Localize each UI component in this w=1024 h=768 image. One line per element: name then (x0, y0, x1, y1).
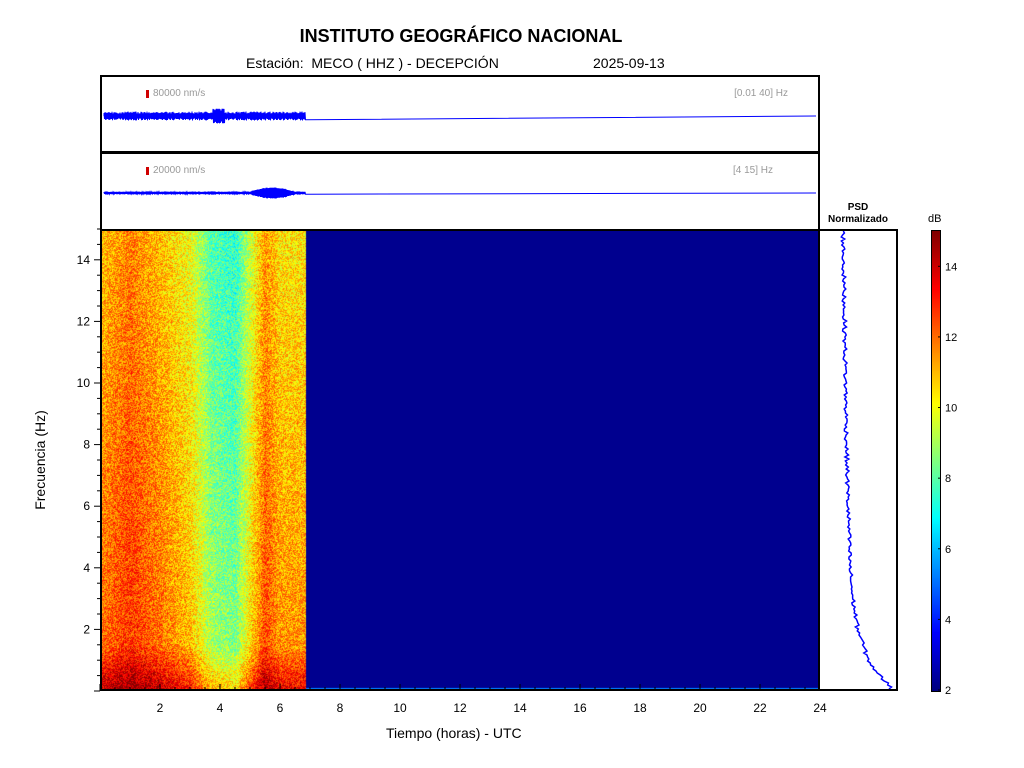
station-label: Estación: MECO ( HHZ ) - DECEPCIÓN (246, 55, 499, 71)
colorbar-tick-label: 10 (945, 403, 957, 415)
psd-title-line1: PSD (847, 202, 869, 213)
seismogram-panel-broadband: 80000 nm/s [0.01 40] Hz (100, 75, 820, 153)
y-tick-label: 10 (77, 376, 91, 390)
y-tick-label: 12 (77, 314, 91, 328)
filter-band: [0.01 40] Hz (734, 88, 788, 99)
colorbar-tick-label: 12 (945, 332, 957, 344)
psd-curve (840, 231, 893, 689)
page-title: INSTITUTO GEOGRÁFICO NACIONAL (299, 26, 623, 46)
colorbar (931, 230, 941, 692)
spectrogram-heatmap (100, 229, 820, 691)
y-tick-label: 8 (83, 438, 90, 452)
y-tick-label: 14 (77, 253, 91, 267)
scale-bar-icon (146, 90, 149, 98)
x-tick-label: 16 (573, 701, 587, 715)
psd-title-line2: Normalizado (827, 214, 888, 225)
colorbar-tick-label: 14 (945, 261, 957, 273)
y-tick-label: 4 (83, 561, 90, 575)
colorbar-unit: dB (928, 213, 942, 225)
filter-band: [4 15] Hz (732, 165, 773, 176)
colorbar-tick-label: 4 (945, 614, 951, 626)
y-tick-label: 6 (83, 499, 90, 513)
x-axis-label: Tiempo (horas) - UTC (386, 725, 522, 741)
x-tick-label: 20 (693, 701, 707, 715)
amplitude-scale: 20000 nm/s (153, 165, 206, 176)
y-tick-label: 2 (83, 622, 90, 636)
x-tick-label: 6 (277, 701, 284, 715)
date-label: 2025-09-13 (593, 55, 665, 71)
x-tick-label: 12 (453, 701, 467, 715)
psd-panel (818, 229, 898, 691)
x-tick-label: 2 (157, 701, 164, 715)
x-tick-label: 8 (337, 701, 344, 715)
x-tick-label: 22 (753, 701, 767, 715)
seismogram-trace-broadband (103, 108, 817, 124)
x-tick-label: 24 (813, 701, 827, 715)
x-tick-label: 4 (217, 701, 224, 715)
spectrogram-plot (100, 229, 820, 691)
x-tick-label: 10 (393, 701, 407, 715)
colorbar-tick-label: 6 (945, 544, 951, 556)
amplitude-scale: 80000 nm/s (153, 88, 206, 99)
scale-bar-icon (146, 167, 149, 175)
x-tick-label: 14 (513, 701, 527, 715)
colorbar-tick-label: 2 (945, 685, 951, 697)
psd-title: PSD Normalizado (818, 202, 898, 226)
colorbar-tick-label: 8 (945, 473, 951, 485)
seismogram-trace-filtered (103, 187, 817, 199)
x-tick-label: 18 (633, 701, 647, 715)
